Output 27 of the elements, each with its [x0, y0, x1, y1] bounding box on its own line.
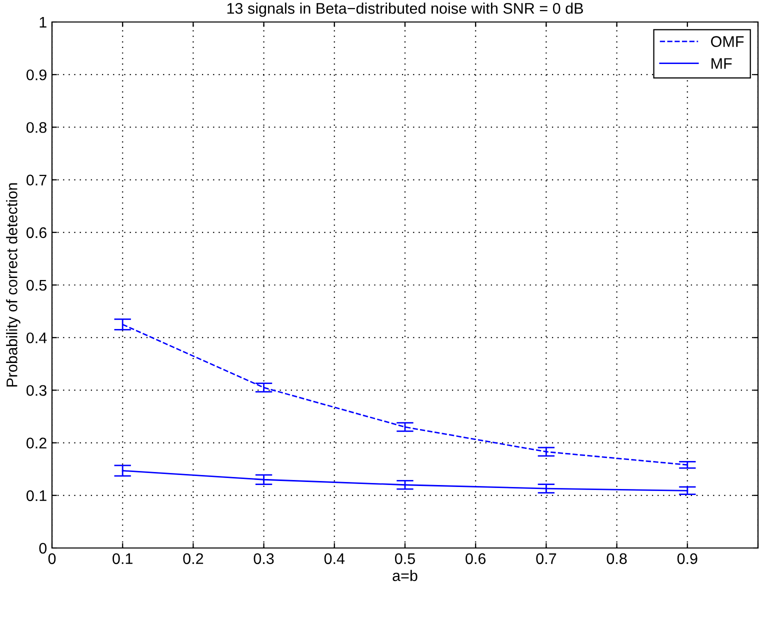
y-tick-label: 0.7 [26, 174, 46, 186]
y-tick-label: 1 [40, 17, 46, 28]
y-tick-label: 0.3 [26, 385, 46, 396]
y-tick-label: 0.5 [26, 280, 46, 291]
x-tick-label: 0.4 [324, 553, 345, 564]
y-tick-label: 0 [39, 542, 47, 554]
chart-title: 13 signals in Beta−distributed noise with SNR = 0 dB [227, 2, 583, 17]
x-tick-label: 0.1 [112, 553, 132, 564]
y-axis-title: Probability of correct detection [6, 183, 20, 386]
x-tick-label: 0.5 [394, 553, 415, 564]
x-axis-title: a=b [392, 570, 418, 582]
x-tick-label: 0.6 [466, 553, 486, 564]
x-tick-label: 0 [48, 553, 56, 564]
legend-label: MF [712, 58, 732, 69]
y-tick-label: 0.9 [26, 69, 46, 80]
legend-label: OMF [711, 36, 744, 47]
x-tick-label: 0.7 [536, 553, 556, 564]
y-tick-label: 0.6 [26, 227, 46, 238]
y-tick-label: 0.2 [26, 438, 46, 448]
x-tick-label: 0.8 [606, 553, 627, 564]
y-tick-label: 0.1 [26, 490, 46, 502]
line-series [122, 470, 688, 492]
x-tick-label: 0.2 [183, 553, 204, 564]
x-tick-label: 0.3 [254, 553, 274, 564]
x-tick-label: 0.9 [677, 553, 698, 564]
y-tick-label: 0.4 [26, 332, 47, 344]
y-tick-label: 0.8 [26, 122, 46, 133]
